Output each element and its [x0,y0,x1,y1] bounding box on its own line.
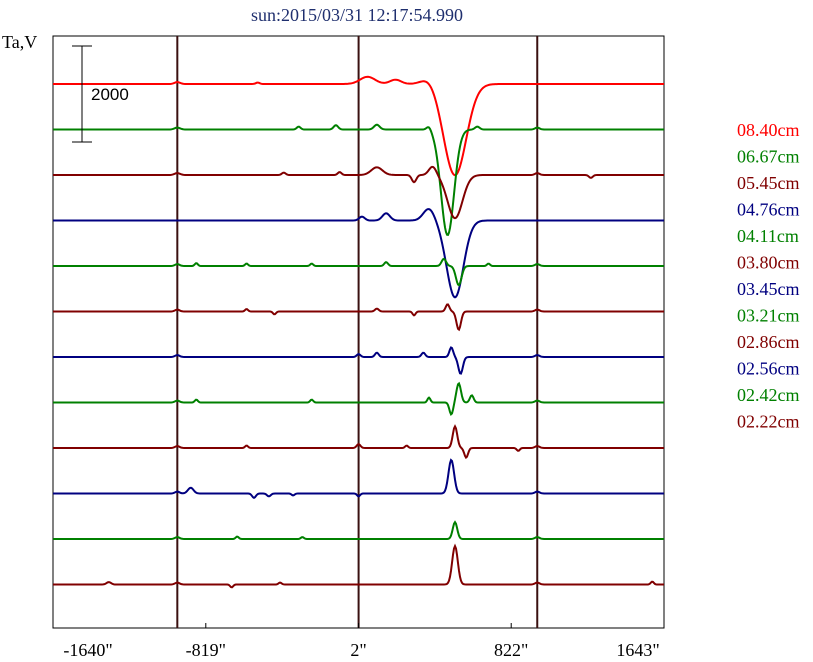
series-line-04.76cm [53,208,664,299]
series-group [53,75,664,589]
series-line-02.22cm [53,543,664,589]
legend-entry-04.76cm: 04.76cm [737,200,800,220]
legend-entry-04.11cm: 04.11cm [737,226,799,246]
y-axis-label: Ta,V [2,32,37,52]
series-line-03.80cm [53,303,664,332]
x-tick-label-0: -1640" [63,640,112,660]
series-line-06.67cm [53,123,664,236]
chart-title: sun:2015/03/31 12:17:54.990 [251,5,463,25]
legend-entry-06.67cm: 06.67cm [737,147,800,167]
legend-entry-08.40cm: 08.40cm [737,120,800,140]
x-tick-label-3: 822" [494,640,528,660]
series-line-08.40cm [53,75,664,177]
x-tick-label-4: 1643" [616,640,659,660]
legend-entry-02.86cm: 02.86cm [737,332,800,352]
legend-entry-02.42cm: 02.42cm [737,385,800,405]
series-line-03.21cm [53,381,664,416]
series-line-02.42cm [53,520,664,540]
legend-entry-03.45cm: 03.45cm [737,279,800,299]
legend-entry-02.22cm: 02.22cm [737,412,800,432]
x-tick-label-1: -819" [186,640,226,660]
scale-bar-label: 2000 [91,85,129,104]
reference-lines [176,36,539,628]
series-line-05.45cm [53,165,664,220]
x-tick-label-2: 2" [350,640,366,660]
series-line-02.86cm [53,424,664,460]
series-line-03.45cm [53,346,664,375]
scale-bar: 2000 [72,45,129,143]
legend: 08.40cm 06.67cm 05.45cm 04.76cm 04.11cm 03.80… [737,120,800,432]
legend-entry-03.21cm: 03.21cm [737,306,800,326]
legend-entry-02.56cm: 02.56cm [737,359,800,379]
legend-entry-03.80cm: 03.80cm [737,253,800,273]
series-line-02.56cm [53,458,664,499]
legend-entry-05.45cm: 05.45cm [737,173,800,193]
series-line-04.11cm [53,257,664,287]
x-axis-ticks: -1640" -819" 2" 822" 1643" [52,623,665,660]
